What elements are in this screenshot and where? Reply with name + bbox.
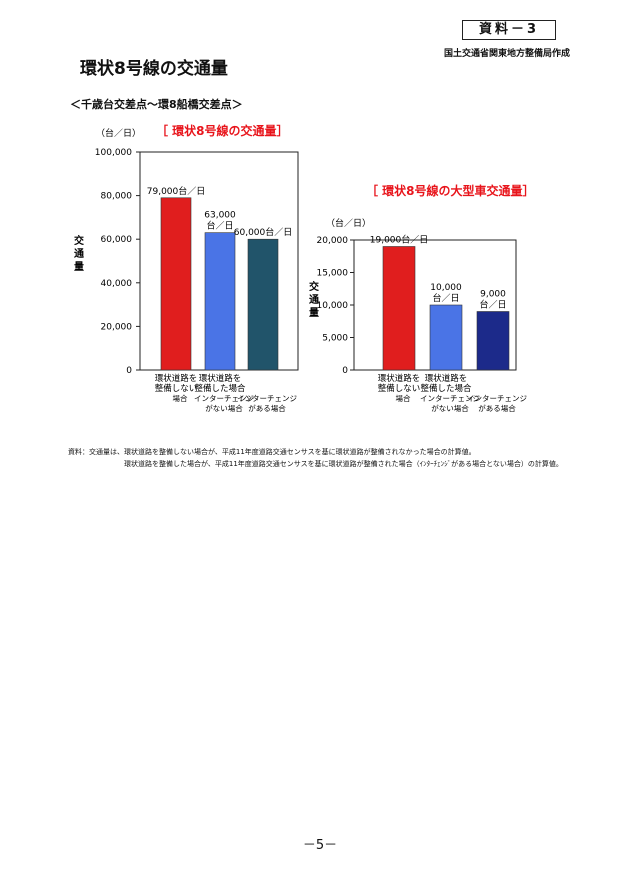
chart1-category-label-2: インターチェンジ [194, 394, 254, 403]
chart1-ytick-label: 20,000 [101, 322, 133, 332]
chart1-ytick-label: 80,000 [101, 192, 133, 202]
chart1-ylabel-char: 交 [74, 234, 84, 247]
chart2-ylabel-char: 量 [309, 306, 319, 319]
chart1-traffic-volume: （台／日）交通量020,00040,00060,00080,000100,000… [74, 127, 527, 413]
source-organization: 国土交通省関東地方整備局作成 [444, 49, 571, 59]
chart2-category-label-1: 環状道路を [378, 373, 421, 384]
chart2-title: ［ 環状8号線の大型車交通量］ [366, 184, 535, 198]
chart1-ytick-label: 100,000 [95, 148, 132, 158]
chart2-value-label-3: 台／日 [479, 299, 506, 311]
chart2-value-label-1: 19,000台／日 [370, 234, 429, 246]
chart2-unit-label: （台／日） [326, 217, 371, 229]
chart1-value-label-1: 79,000台／日 [147, 185, 206, 197]
chart2-value-label-3: 9,000 [480, 290, 506, 300]
chart1-title: ［ 環状8号線の交通量］ [156, 124, 289, 138]
chart2-ytick-label: 10,000 [317, 301, 349, 311]
chart1-category-label-3: がある場合 [248, 403, 286, 413]
chart2-ylabel-char: 交 [309, 280, 319, 293]
chart2-category-label-2: がない場合 [431, 403, 469, 413]
chart2-value-label-2: 10,000 [430, 283, 462, 293]
chart1-category-label-2: 整備した場合 [194, 383, 246, 394]
chart1-bar-1 [160, 197, 192, 371]
chart2-category-label-2: インターチェンジ [420, 394, 480, 403]
chart2-bar-2 [429, 304, 463, 371]
chart1-value-label-2: 63,000 [204, 211, 236, 221]
page-number: －5－ [302, 838, 338, 853]
chart1-bar-3 [247, 238, 279, 371]
chart1-category-label-2: がない場合 [205, 403, 243, 413]
chart2-bar-1 [382, 246, 416, 371]
page-title: 環状8号線の交通量 [80, 59, 228, 79]
chart2-value-label-2: 台／日 [432, 292, 459, 304]
chart1-ylabel-char: 量 [74, 260, 84, 273]
chart1-category-label-3: インターチェンジ [237, 394, 297, 403]
chart2-category-label-3: がある場合 [478, 403, 516, 413]
chart1-value-label-3: 60,000台／日 [234, 226, 293, 238]
document-label: 資料－3 [462, 20, 556, 40]
section-range: ＜千歳台交差点～環8船橋交差点＞ [70, 98, 243, 111]
chart2-ytick-label: 20,000 [317, 236, 349, 246]
chart2-category-label-2: 整備した場合 [420, 383, 472, 394]
chart2-ytick-label: 5,000 [322, 334, 348, 344]
chart2-ylabel-char: 通 [309, 294, 319, 306]
chart2-category-label-1: 整備しない [378, 383, 421, 394]
chart1-category-label-1: 環状道路を [155, 373, 198, 384]
chart2-ytick-label: 15,000 [317, 269, 349, 279]
chart1-ytick-label: 40,000 [101, 279, 133, 289]
chart1-ytick-label: 0 [126, 366, 132, 376]
chart1-value-label-2: 台／日 [206, 220, 233, 232]
chart1-ytick-label: 60,000 [101, 235, 133, 245]
chart1-unit-label: （台／日） [96, 127, 141, 139]
note-line-1: 資料：交通量は、環状道路を整備しない場合が、平成11年度道路交通センサスを基に環… [68, 448, 476, 456]
chart2-ytick-label: 0 [342, 366, 348, 376]
chart1-category-label-1: 場合 [173, 393, 188, 403]
chart1-bar-2 [204, 232, 236, 371]
chart2-bar-3 [476, 311, 510, 371]
note-line-2: 環状道路を整備した場合が、平成11年度道路交通センサスを基に環状道路が整備された… [124, 460, 563, 468]
chart2-category-label-3: インターチェンジ [467, 394, 527, 403]
chart2-category-label-2: 環状道路を [425, 373, 468, 384]
chart2-category-label-1: 場合 [396, 393, 411, 403]
chart1-category-label-1: 整備しない [155, 383, 198, 394]
chart1-ylabel-char: 通 [74, 248, 84, 260]
chart1-category-label-2: 環状道路を [199, 373, 242, 384]
